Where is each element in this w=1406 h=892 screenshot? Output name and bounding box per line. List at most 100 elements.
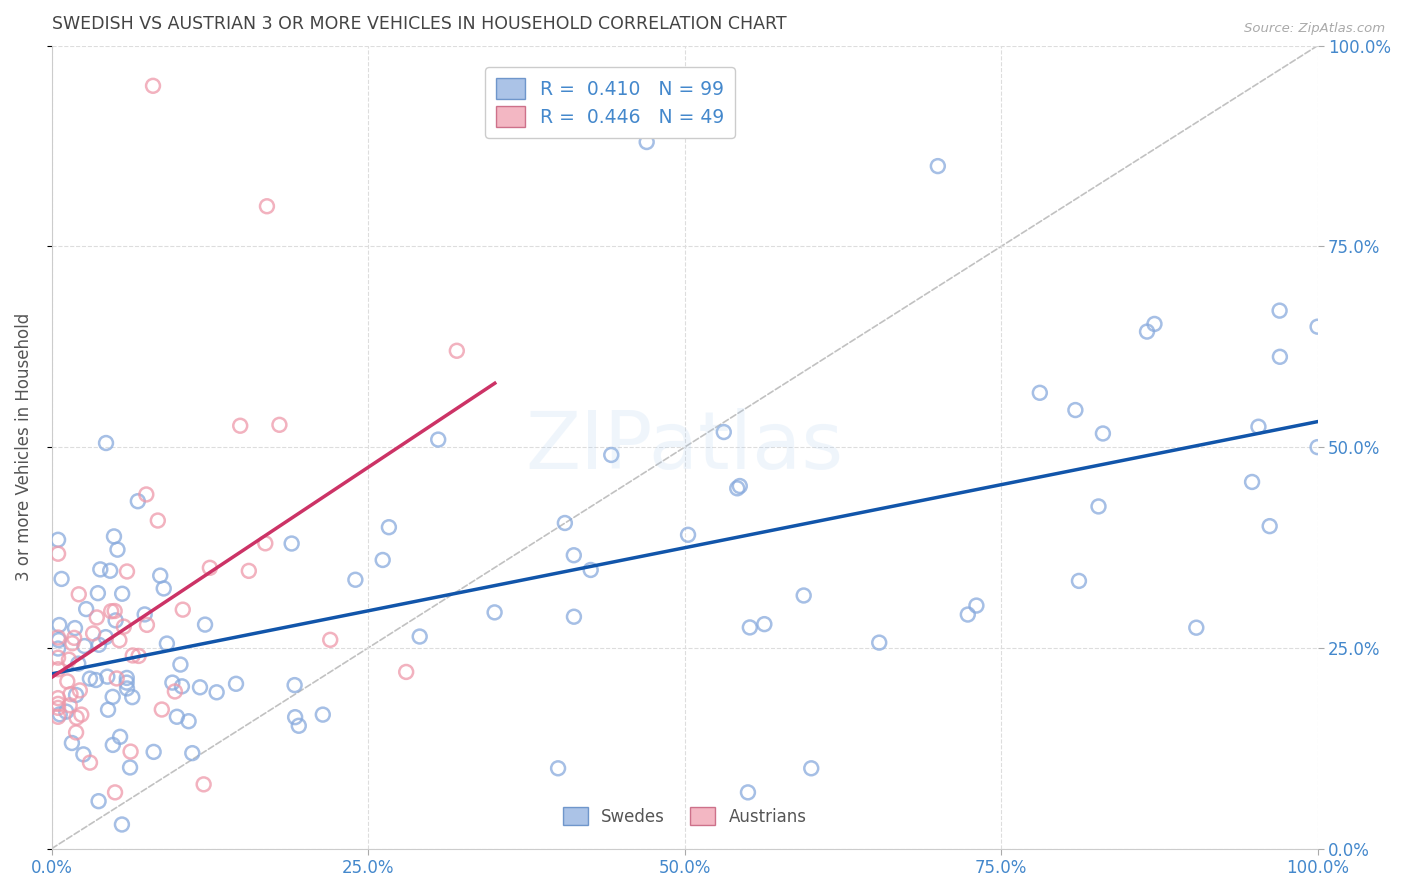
Point bbox=[312, 707, 335, 722]
Point bbox=[111, 587, 134, 601]
Point bbox=[115, 681, 138, 696]
Point bbox=[142, 745, 165, 759]
Point bbox=[63, 631, 86, 645]
Point bbox=[163, 684, 186, 698]
Point bbox=[104, 614, 127, 628]
Point bbox=[49, 707, 72, 722]
Point bbox=[229, 418, 252, 433]
Point bbox=[142, 78, 165, 93]
Point bbox=[378, 520, 401, 534]
Point bbox=[725, 481, 748, 495]
Point bbox=[46, 547, 69, 561]
Point bbox=[676, 528, 699, 542]
Point bbox=[108, 730, 131, 744]
Point bbox=[84, 673, 107, 687]
Point bbox=[1067, 574, 1090, 588]
Point bbox=[100, 604, 122, 618]
Point bbox=[46, 662, 69, 676]
Point bbox=[156, 636, 179, 650]
Point bbox=[104, 604, 127, 618]
Point bbox=[134, 607, 156, 622]
Point bbox=[67, 657, 90, 671]
Point bbox=[269, 417, 291, 432]
Point bbox=[120, 760, 142, 774]
Point bbox=[120, 745, 142, 759]
Point bbox=[97, 703, 120, 717]
Point bbox=[162, 675, 184, 690]
Point bbox=[65, 711, 87, 725]
Point bbox=[121, 648, 143, 663]
Point bbox=[579, 563, 602, 577]
Point bbox=[87, 586, 110, 600]
Point bbox=[67, 587, 90, 601]
Point bbox=[288, 719, 311, 733]
Point bbox=[1185, 621, 1208, 635]
Point bbox=[1268, 303, 1291, 318]
Point bbox=[371, 553, 394, 567]
Point bbox=[89, 562, 111, 576]
Point bbox=[103, 529, 125, 543]
Point bbox=[169, 657, 191, 672]
Point bbox=[409, 630, 432, 644]
Point bbox=[172, 602, 194, 616]
Point bbox=[198, 561, 221, 575]
Point bbox=[562, 548, 585, 562]
Point bbox=[284, 678, 307, 692]
Point bbox=[1136, 325, 1159, 339]
Point bbox=[284, 710, 307, 724]
Point bbox=[128, 648, 150, 663]
Point bbox=[94, 630, 117, 644]
Point bbox=[793, 589, 815, 603]
Point bbox=[181, 746, 204, 760]
Point bbox=[98, 564, 121, 578]
Point bbox=[446, 343, 468, 358]
Point bbox=[115, 565, 138, 579]
Point bbox=[59, 687, 82, 701]
Point bbox=[319, 632, 342, 647]
Point bbox=[46, 697, 69, 711]
Point bbox=[965, 599, 987, 613]
Point bbox=[55, 705, 77, 719]
Point bbox=[46, 641, 69, 656]
Point bbox=[60, 736, 83, 750]
Point bbox=[72, 747, 94, 762]
Point bbox=[170, 679, 193, 693]
Point bbox=[115, 671, 138, 685]
Point bbox=[107, 542, 129, 557]
Point bbox=[87, 638, 110, 652]
Point bbox=[149, 568, 172, 582]
Point bbox=[70, 707, 93, 722]
Point bbox=[112, 619, 135, 633]
Point bbox=[225, 677, 247, 691]
Point bbox=[205, 685, 228, 699]
Legend: Swedes, Austrians: Swedes, Austrians bbox=[557, 800, 813, 832]
Point bbox=[48, 618, 70, 632]
Point bbox=[63, 621, 86, 635]
Point bbox=[46, 710, 69, 724]
Point bbox=[46, 691, 69, 706]
Point bbox=[956, 607, 979, 622]
Point bbox=[51, 572, 73, 586]
Point bbox=[427, 433, 450, 447]
Point bbox=[1087, 500, 1109, 514]
Point bbox=[96, 670, 118, 684]
Point bbox=[927, 159, 949, 173]
Point bbox=[1064, 403, 1087, 417]
Point bbox=[48, 633, 70, 648]
Point bbox=[177, 714, 200, 729]
Point bbox=[554, 516, 576, 530]
Point bbox=[344, 573, 367, 587]
Point bbox=[1029, 385, 1052, 400]
Point bbox=[1258, 519, 1281, 533]
Point bbox=[65, 688, 87, 702]
Point bbox=[547, 761, 569, 775]
Point bbox=[1306, 440, 1329, 454]
Point bbox=[562, 609, 585, 624]
Point bbox=[1241, 475, 1264, 489]
Point bbox=[1268, 350, 1291, 364]
Point bbox=[104, 785, 127, 799]
Point bbox=[115, 675, 138, 690]
Point bbox=[280, 536, 302, 550]
Point bbox=[1091, 426, 1114, 441]
Point bbox=[46, 650, 69, 665]
